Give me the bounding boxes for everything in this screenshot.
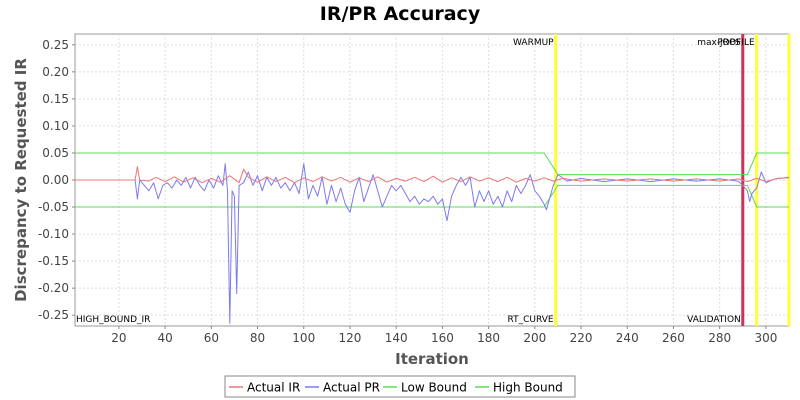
legend-entry: Actual PR: [323, 381, 380, 395]
series-line-low-bound: [75, 184, 789, 208]
x-tick-label: 60: [204, 331, 219, 345]
phase-marker-bottom-label: VALIDATION: [687, 315, 741, 325]
x-tick-label: 300: [754, 331, 777, 345]
legend-box: [224, 375, 576, 398]
y-tick-label: 0.00: [42, 173, 69, 187]
legend: Actual IR Actual PR Low Bound High Bound: [229, 381, 563, 395]
phase-marker-top-label: max-jOPS: [697, 38, 741, 48]
y-tick-label: -0.10: [38, 227, 69, 241]
phase-marker-top-label: PROFILE: [717, 38, 755, 48]
x-tick-label: 220: [570, 331, 593, 345]
phase-marker-top-label: WARMUP: [513, 38, 554, 48]
series-lines: [75, 152, 790, 324]
legend-entry: Actual IR: [247, 381, 300, 395]
y-tick-label: 0.20: [42, 65, 69, 79]
phase-marker-bottom-label: RT_CURVE: [508, 315, 554, 325]
series-line-actual-ir: [75, 166, 790, 184]
y-tick-label: 0.05: [42, 146, 69, 160]
x-tick-label: 240: [616, 331, 639, 345]
x-axis-ticks: 20 40 60 80 100 120 140 160 180 200 220 240 260 280 30…: [111, 326, 777, 345]
x-tick-label: 120: [339, 331, 362, 345]
x-tick-label: 200: [523, 331, 546, 345]
y-axis-ticks: -0.25 -0.20 -0.15 -0.10 -0.05 0.00 0.05 0.10 0.1…: [38, 38, 75, 322]
x-tick-label: 80: [250, 331, 265, 345]
y-tick-label: 0.10: [42, 119, 69, 133]
x-tick-label: 180: [477, 331, 500, 345]
x-tick-label: 100: [292, 331, 315, 345]
series-line-high-bound: [75, 152, 789, 176]
x-tick-label: 160: [431, 331, 454, 345]
high-bound-ir-label: HIGH_BOUND_IR: [76, 315, 150, 325]
y-tick-label: -0.15: [38, 254, 69, 268]
y-tick-label: -0.05: [38, 200, 69, 214]
y-tick-label: -0.20: [38, 281, 69, 295]
y-tick-label: -0.25: [38, 308, 69, 322]
x-tick-label: 280: [708, 331, 731, 345]
x-tick-label: 20: [111, 331, 126, 345]
legend-entry: Low Bound: [401, 381, 467, 395]
x-tick-label: 40: [157, 331, 172, 345]
chart-title: IR/PR Accuracy: [320, 3, 481, 25]
phase-marker-labels: WARMUP RT_CURVE max-jOPS VALIDATION PROFILE: [508, 38, 755, 325]
x-tick-label: 140: [385, 331, 408, 345]
legend-entry: High Bound: [493, 381, 563, 395]
x-axis-label: Iteration: [395, 350, 469, 368]
x-tick-label: 260: [662, 331, 685, 345]
series-line-actual-pr: [75, 163, 790, 324]
y-axis-label: Discrepancy to Requested IR: [12, 58, 30, 302]
y-tick-label: 0.15: [42, 92, 69, 106]
y-tick-label: 0.25: [42, 38, 69, 52]
grid-lines: [75, 34, 789, 326]
